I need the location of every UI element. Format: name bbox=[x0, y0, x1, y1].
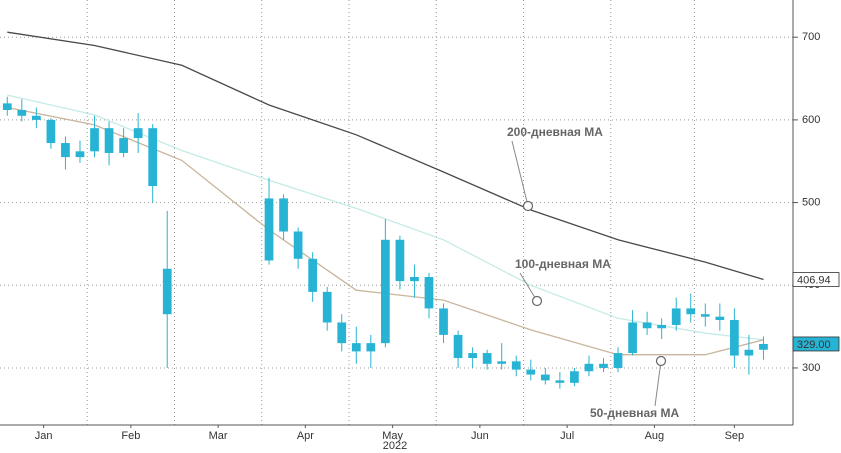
last-value-box bbox=[792, 336, 840, 352]
candle-body bbox=[599, 363, 608, 368]
candle-body bbox=[410, 276, 419, 282]
last-value-label: 329.00 bbox=[797, 339, 831, 351]
candle-body bbox=[613, 353, 623, 368]
candle-body bbox=[46, 119, 56, 144]
candle-body bbox=[308, 258, 318, 292]
candle-body bbox=[642, 322, 652, 329]
candle-body bbox=[453, 334, 463, 359]
year-label: 2022 bbox=[383, 440, 407, 452]
last-value-box bbox=[792, 272, 840, 287]
candle-body bbox=[628, 322, 637, 354]
candle-body bbox=[148, 128, 158, 187]
candle-body bbox=[90, 128, 99, 152]
candle-body bbox=[570, 371, 579, 383]
candle-body bbox=[75, 151, 85, 158]
annotation-marker bbox=[522, 200, 534, 212]
x-tick-label: Jun bbox=[471, 430, 489, 442]
annotation: 50-дневная MA bbox=[590, 406, 680, 420]
annotation-marker bbox=[655, 355, 667, 367]
candle-body bbox=[351, 343, 361, 352]
x-tick-label: Jan bbox=[35, 430, 53, 442]
y-tick-label: 600 bbox=[802, 114, 820, 126]
candle-body bbox=[671, 308, 681, 325]
candle-body bbox=[759, 343, 768, 350]
last-value-label: 406.94 bbox=[797, 274, 831, 286]
annotation-leader bbox=[511, 140, 529, 207]
candle-body bbox=[526, 369, 536, 375]
candle-body bbox=[337, 322, 347, 344]
candle-body bbox=[482, 353, 492, 364]
candle-body bbox=[61, 143, 70, 158]
candle-body bbox=[279, 198, 288, 232]
x-tick-label: Jul bbox=[560, 430, 574, 442]
candle-body bbox=[584, 363, 594, 372]
candle-body bbox=[424, 276, 434, 309]
candle-body bbox=[31, 115, 41, 120]
x-tick-label: Apr bbox=[297, 430, 314, 442]
annotation-leader bbox=[519, 272, 538, 302]
annotation: 100-дневная MA bbox=[515, 257, 611, 271]
candle-body bbox=[686, 308, 696, 315]
annotation: 200-дневная MA bbox=[507, 125, 603, 139]
candle-body bbox=[657, 324, 667, 329]
candle-body bbox=[322, 291, 332, 323]
candle-body bbox=[119, 138, 128, 153]
candle-body bbox=[162, 268, 172, 315]
ma-line bbox=[7, 31, 764, 281]
candle-body bbox=[439, 308, 448, 335]
candle-body bbox=[715, 316, 725, 320]
candle-body bbox=[511, 361, 521, 370]
candle-body bbox=[133, 128, 143, 139]
candle-body bbox=[730, 319, 739, 356]
x-tick-label: Mar bbox=[209, 430, 228, 442]
candle-body bbox=[395, 239, 405, 282]
candle-body bbox=[17, 109, 27, 116]
candle-body bbox=[497, 361, 507, 364]
candle-body bbox=[540, 374, 550, 381]
x-tick-label: Aug bbox=[645, 430, 665, 442]
x-tick-label: Sep bbox=[725, 430, 745, 442]
y-tick-label: 500 bbox=[802, 196, 820, 208]
candle-body bbox=[104, 128, 114, 153]
candle-body bbox=[293, 231, 303, 259]
annotation-marker bbox=[531, 295, 543, 307]
y-tick-label: 300 bbox=[802, 362, 820, 374]
candle-body bbox=[700, 314, 710, 317]
candle-body bbox=[2, 103, 12, 110]
candle-body bbox=[366, 343, 376, 352]
x-tick-label: May bbox=[382, 430, 403, 442]
candle-body bbox=[468, 353, 477, 359]
y-tick-label: 700 bbox=[802, 31, 820, 43]
candle-body bbox=[381, 239, 390, 344]
candle-body bbox=[264, 198, 274, 261]
annotation-leader bbox=[654, 360, 662, 407]
candle-body bbox=[744, 349, 754, 356]
candle-body bbox=[555, 380, 565, 383]
x-tick-label: Feb bbox=[121, 430, 140, 442]
